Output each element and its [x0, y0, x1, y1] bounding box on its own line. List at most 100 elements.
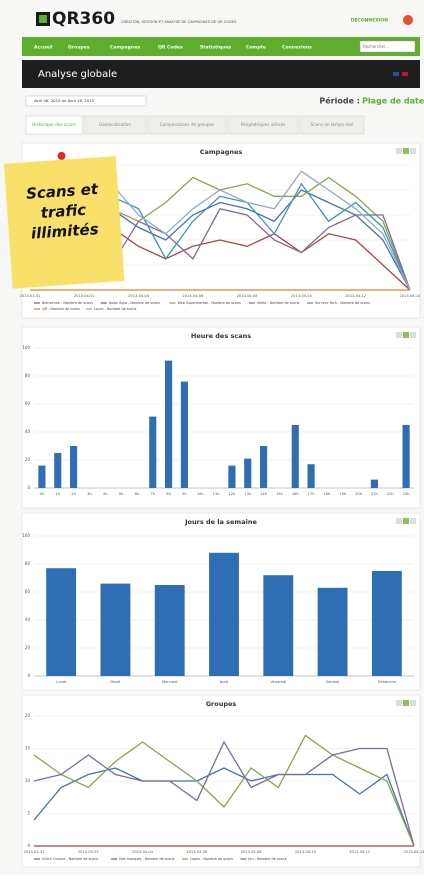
tab-label[interactable]: Comparaisons de groupes: [160, 122, 215, 127]
bar: [38, 466, 45, 488]
tagline: CRÉATION, GESTION ET ANALYSE DE CAMPAGNE…: [121, 19, 237, 24]
x-tick-label: 2013-04-02: [74, 294, 95, 298]
tab-label[interactable]: Scans en temps réel: [311, 122, 354, 127]
legend-label[interactable]: Serveur Tech - Nombre de scans: [315, 301, 370, 305]
bar: [46, 568, 76, 676]
nav-item[interactable]: Accueil: [34, 45, 53, 51]
bar: [263, 575, 293, 676]
bar: [371, 480, 378, 488]
x-tick-label: 21h: [371, 492, 378, 496]
export-button[interactable]: [403, 332, 409, 338]
x-tick-label: 22h: [387, 492, 394, 496]
flag-fr[interactable]: [393, 72, 399, 76]
bar: [228, 466, 235, 488]
bar: [372, 571, 402, 676]
nav-item[interactable]: QR Codes: [158, 45, 183, 51]
legend-label[interactable]: Web Supermarket - Nombre de scans: [178, 301, 241, 305]
y-tick-label: 20: [25, 457, 31, 462]
bar: [181, 382, 188, 488]
export-button[interactable]: [396, 148, 402, 154]
export-button[interactable]: [410, 148, 416, 154]
nav-item[interactable]: Campagnes: [110, 45, 140, 51]
x-tick-label: 2013-04-14: [404, 850, 424, 854]
x-tick-label: Lundi: [56, 680, 66, 684]
x-tick-label: 2013-04-06: [186, 850, 208, 854]
bar: [149, 417, 156, 488]
y-tick-label: 40: [25, 429, 31, 434]
x-tick-label: 6h: [135, 492, 140, 496]
legend-label[interactable]: Client Cuisine - Nombre de scans: [42, 857, 98, 861]
x-tick-label: 8h: [166, 492, 171, 496]
legend-label[interactable]: Bienvenue - Nombre de scans: [42, 301, 93, 305]
x-tick-label: 2013-04-10: [295, 850, 317, 854]
legend-label[interactable]: Vente - Nombre de scans: [257, 301, 300, 305]
chart-title: Groupes: [206, 700, 237, 708]
x-tick-label: 2013-03-31: [24, 850, 45, 854]
export-button[interactable]: [396, 700, 402, 706]
nav-item[interactable]: Connexions: [282, 45, 312, 51]
x-tick-label: 4h: [103, 492, 108, 496]
date-range[interactable]: Avril 08, 2013 au Avril 16, 2013: [34, 98, 95, 103]
y-tick-label: 100: [22, 533, 30, 538]
y-tick-label: 15: [25, 746, 31, 751]
export-button[interactable]: [403, 148, 409, 154]
x-tick-label: Vendredi: [270, 680, 286, 684]
x-tick-label: 5h: [119, 492, 124, 496]
x-tick-label: 23h: [403, 492, 410, 496]
flag-en[interactable]: [402, 72, 408, 76]
tabs: Historique des scans Géolocalisation Compa…: [26, 116, 364, 134]
y-tick-label: 100: [22, 345, 30, 350]
x-tick-label: 19h: [339, 492, 346, 496]
x-tick-label: 13h: [244, 492, 251, 496]
screen: QR360 CRÉATION, GESTION ET ANALYSE DE CA…: [0, 0, 424, 875]
export-button[interactable]: [396, 332, 402, 338]
bar: [165, 361, 172, 488]
y-tick-label: 20: [25, 645, 31, 650]
export-button[interactable]: [410, 518, 416, 524]
x-tick-label: 2h: [71, 492, 76, 496]
x-tick-label: 2013-04-12: [345, 294, 366, 298]
logout-icon[interactable]: [403, 15, 413, 25]
bar: [101, 584, 131, 676]
bar: [70, 446, 77, 488]
bar: [260, 446, 267, 488]
legend-label[interactable]: Salon Agro - Nombre de scans: [109, 301, 160, 305]
chart-title: Campagnes: [200, 148, 243, 156]
tab-label[interactable]: Historique des scans: [32, 122, 75, 127]
sticky-note: Scans et trafic illimités: [3, 148, 124, 288]
legend-label[interactable]: Jeu - Nombre de scans: [247, 857, 286, 861]
x-tick-label: 2013-04-06: [182, 294, 204, 298]
bar: [308, 464, 315, 488]
x-tick-label: 2013-04-04: [128, 294, 150, 298]
nav-item[interactable]: Statistiques: [200, 45, 232, 51]
export-button[interactable]: [410, 332, 416, 338]
x-tick-label: 14h: [260, 492, 267, 496]
export-button[interactable]: [403, 518, 409, 524]
legend-label[interactable]: Laure - Nombre de scans: [94, 307, 137, 311]
export-button[interactable]: [403, 700, 409, 706]
legend-label[interactable]: Nos marques - Nombre de scans: [119, 857, 174, 861]
nav-item[interactable]: Groupes: [68, 45, 90, 51]
y-tick-label: 40: [25, 617, 31, 622]
export-button[interactable]: [410, 700, 416, 706]
bar: [54, 453, 61, 488]
x-tick-label: 20h: [355, 492, 362, 496]
search-placeholder[interactable]: Rechercher...: [363, 44, 389, 49]
legend-label[interactable]: Lopes - Nombre de scans: [190, 857, 233, 861]
legend-label[interactable]: QR - Nombre de scans: [42, 307, 80, 311]
x-tick-label: 2013-04-14: [400, 294, 422, 298]
y-tick-label: 80: [25, 373, 31, 378]
tab-label[interactable]: Géolocalisation: [99, 122, 131, 127]
tab-label[interactable]: Périphériques utilisés: [241, 122, 286, 127]
export-button[interactable]: [396, 518, 402, 524]
period-value[interactable]: Plage de dates: [362, 97, 424, 106]
chart-panel: [22, 327, 420, 508]
period-label: Période :: [319, 96, 360, 106]
x-tick-label: 2013-04-02: [78, 850, 99, 854]
bar: [244, 459, 251, 488]
x-tick-label: Mercredi: [162, 680, 178, 684]
y-tick-label: 10: [25, 778, 31, 783]
logo-icon-inner: [39, 15, 47, 23]
nav-item[interactable]: Compte: [246, 45, 266, 51]
x-tick-label: 2013-04-04: [132, 850, 154, 854]
